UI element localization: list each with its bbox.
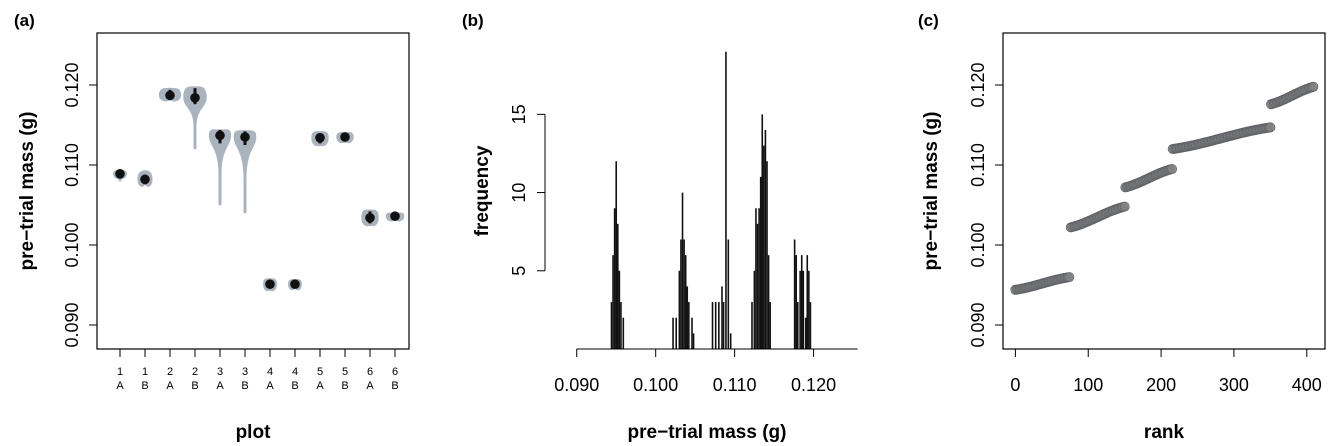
violin-body	[208, 129, 232, 206]
y-tick-label: 0.100	[968, 222, 988, 267]
x-tick-label-plot: 5	[317, 366, 323, 378]
panel-a-violins	[113, 86, 405, 292]
violin-median-point	[365, 213, 375, 223]
y-tick-label: 0.120	[62, 62, 82, 107]
violin-median-point	[190, 93, 200, 103]
panel-c-y-axis-label: pre−trial mass (g)	[921, 112, 942, 271]
x-tick-label-sub: A	[366, 380, 374, 392]
y-tick-label: 0.090	[62, 302, 82, 347]
panel-b-y-axis-label: frequency	[472, 145, 493, 236]
violin-median-point	[315, 133, 325, 143]
x-tick-label-sub: B	[341, 380, 348, 392]
x-tick-label-sub: B	[141, 380, 148, 392]
x-tick-label-plot: 3	[217, 366, 223, 378]
x-tick-label: 400	[1292, 375, 1322, 395]
panel-b-bars	[576, 51, 814, 350]
panel-a-x-axis-label: plot	[236, 422, 271, 443]
x-tick-label-plot: 4	[267, 366, 273, 378]
x-tick-label-plot: 2	[192, 366, 198, 378]
panel-b-x-axis: 0.090 0.100 0.110 0.120	[554, 348, 858, 395]
x-tick-label: 0	[1010, 375, 1020, 395]
panel-c-frame	[1002, 32, 1326, 350]
x-tick-label-sub: B	[241, 380, 248, 392]
x-tick-label-plot: 3	[242, 366, 248, 378]
x-tick-label: 0.120	[791, 375, 836, 395]
violin-median-point	[290, 279, 300, 290]
panel-c-points	[1010, 81, 1319, 295]
rank-point	[1119, 201, 1130, 212]
rank-point	[1064, 272, 1075, 283]
x-tick-label-sub: A	[166, 380, 174, 392]
violin-median-point	[340, 132, 350, 142]
panel-b-x-axis-label: pre−trial mass (g)	[628, 422, 787, 443]
violin-median-point	[240, 132, 250, 142]
violin-body	[233, 130, 257, 214]
violin-median-point	[215, 130, 225, 141]
y-tick-label: 15	[509, 104, 529, 124]
x-tick-label-sub: B	[391, 380, 398, 392]
violin-median-point	[140, 174, 150, 185]
rank-point	[1265, 122, 1276, 133]
violin-median-point	[265, 279, 275, 290]
x-tick-label-plot: 1	[117, 366, 123, 378]
x-tick-label-sub: B	[291, 380, 298, 392]
violin-median-point	[390, 211, 400, 221]
panel-c-y-axis: 0.090 0.100 0.110 0.120	[968, 62, 1003, 348]
rank-point	[1167, 163, 1178, 174]
x-tick-label-plot: 5	[342, 366, 348, 378]
x-tick-label-plot: 4	[292, 366, 298, 378]
panel-c-label: (c)	[918, 11, 939, 30]
x-tick-label-sub: B	[191, 380, 198, 392]
x-tick-label-sub: A	[316, 380, 324, 392]
panel-a-label: (a)	[14, 11, 35, 30]
panel-a-x-axis: 1 A 1 B 2 A 2 B 3 A 3 B 4 A 4 B 5 A 5 B 6 A 6 B	[116, 349, 399, 392]
x-tick-label-sub: A	[116, 380, 124, 392]
y-tick-label: 10	[509, 183, 529, 203]
panel-b-label: (b)	[462, 11, 484, 30]
x-tick-label-sub: A	[216, 380, 224, 392]
panel-a-frame	[96, 32, 410, 350]
y-tick-label: 0.100	[62, 222, 82, 267]
violin-median-point	[115, 169, 125, 179]
x-tick-label: 0.110	[713, 375, 757, 395]
panel-b: (b) 5 10 15 0.090 0.100 0.110 0.120 pre−trial…	[462, 11, 858, 443]
violin-body	[183, 86, 207, 150]
x-tick-label-plot: 6	[367, 366, 373, 378]
y-tick-label: 5	[509, 266, 529, 276]
panel-a: (a) 0.090 0.100 0.110 0.120 1 A 1 B 2 A 2 B 3 A 3 B 4 A 4…	[14, 11, 410, 443]
panel-c-x-axis: 0 100 200 300 400	[1010, 349, 1322, 395]
y-tick-label: 0.110	[968, 143, 988, 187]
panel-c: (c) 0.090 0.100 0.110 0.120 0 100 200 300 400 r…	[918, 11, 1326, 443]
y-tick-label: 0.110	[62, 143, 82, 187]
y-tick-label: 0.090	[968, 302, 988, 347]
x-tick-label-plot: 6	[392, 366, 398, 378]
y-tick-label: 0.120	[968, 62, 988, 107]
x-tick-label: 300	[1219, 375, 1249, 395]
x-tick-label: 200	[1146, 375, 1176, 395]
x-tick-label: 0.100	[633, 375, 678, 395]
panel-a-y-axis: 0.090 0.100 0.110 0.120	[62, 62, 97, 348]
x-tick-label-plot: 1	[142, 366, 148, 378]
x-tick-label-sub: A	[266, 380, 274, 392]
panel-b-y-axis: 5 10 15	[509, 104, 546, 276]
x-tick-label: 100	[1073, 375, 1103, 395]
rank-point	[1308, 81, 1319, 92]
x-tick-label: 0.090	[554, 375, 599, 395]
panel-c-x-axis-label: rank	[1144, 422, 1185, 443]
panel-a-y-axis-label: pre−trial mass (g)	[17, 112, 38, 271]
x-tick-label-plot: 2	[167, 366, 173, 378]
violin-median-point	[165, 90, 175, 101]
